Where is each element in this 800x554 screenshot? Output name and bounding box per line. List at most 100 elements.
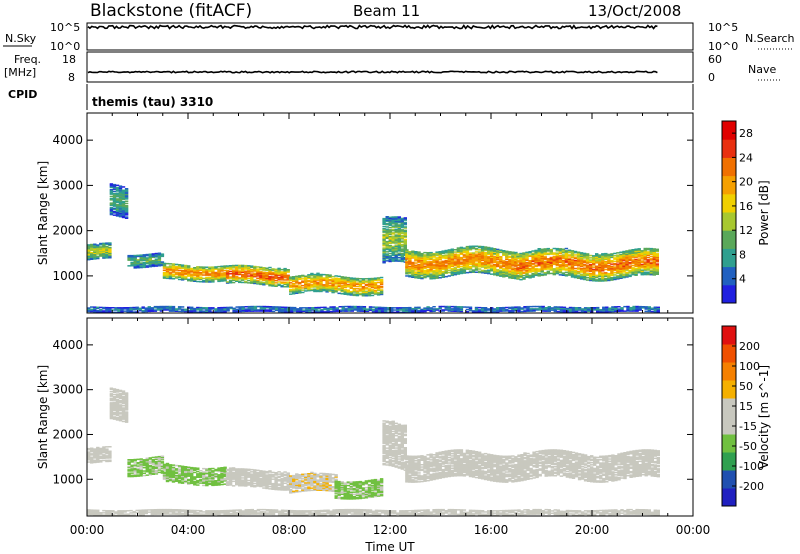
heatmap-cell [171,466,176,469]
heatmap-cell [115,212,120,215]
heatmap-cell [552,256,556,259]
heatmap-cell [268,279,272,281]
heatmap-cell [441,310,445,312]
heatmap-cell [480,311,485,313]
heatmap-cell [462,267,467,270]
heatmap-cell [564,256,569,259]
heatmap-cell [537,272,541,275]
heatmap-cell [601,273,605,275]
heatmap-cell [231,279,236,281]
heatmap-cell [187,482,191,484]
heatmap-cell [217,309,221,311]
heatmap-cell [441,264,445,266]
heatmap-cell [93,257,97,259]
heatmap-cell [577,307,582,309]
heatmap-cell [483,261,488,263]
heatmap-cell [118,208,123,210]
heatmap-cell [474,265,479,268]
heatmap-cell [177,475,182,477]
heatmap-cell [426,252,430,254]
heatmap-cell [610,255,614,257]
heatmap-cell [220,481,224,484]
heatmap-cell [320,306,324,309]
heatmap-cell [193,481,197,484]
heatmap-cell [115,189,120,191]
heatmap-cell [400,225,404,228]
heatmap-cell [329,310,333,313]
heatmap-cell [208,309,212,311]
heatmap-cell [403,243,407,245]
heatmap-cell [502,254,506,256]
heatmap-cell [400,257,404,259]
heatmap-cell [435,269,439,271]
heatmap-cell [508,274,512,277]
heatmap-cell [456,265,461,267]
heatmap-cell [400,246,404,248]
heatmap-cell [543,273,547,275]
heatmap-cell [558,267,563,269]
heatmap-cell [228,475,233,477]
heatmap-cell [121,190,126,193]
heatmap-cell [574,310,579,312]
heatmap-cell [499,274,503,276]
heatmap-cell [429,253,433,255]
heatmap-cell [322,273,326,276]
heatmap-cell [136,463,140,465]
heatmap-cell [483,263,488,265]
heatmap-cell [537,255,541,258]
heatmap-cell [96,460,100,462]
heatmap-cell [471,253,476,255]
heatmap-cell [403,239,407,242]
heatmap-cell [96,255,100,258]
heatmap-cell [576,251,581,253]
heatmap-cell [331,281,335,284]
heatmap-cell [385,243,389,245]
heatmap-cell [220,308,224,310]
heatmap-cell [604,272,608,274]
heatmap-cell [505,266,509,268]
heatmap-cell [435,260,439,262]
heatmap-cell [115,206,120,208]
heatmap-cell [394,258,398,260]
heatmap-cell [429,263,433,265]
heatmap-cell [519,255,523,257]
heatmap-cell [180,271,185,273]
heatmap-cell [325,278,329,281]
heatmap-cell [217,279,221,281]
heatmap-cell [508,271,512,273]
heatmap-cell [450,261,454,263]
heatmap-cell [414,269,418,271]
heatmap-cell [568,307,573,310]
heatmap-cell [99,246,103,248]
heatmap-cell [555,262,559,265]
heatmap-cell [316,274,320,277]
heatmap-cell [640,260,644,262]
heatmap-cell [456,250,461,253]
heatmap-cell [543,265,547,267]
heatmap-cell [93,307,97,310]
heatmap-cell [496,253,500,255]
heatmap-cell [628,256,632,258]
heatmap-cell [471,269,476,271]
heatmap-cell [450,310,454,312]
heatmap-cell [136,475,140,477]
heatmap-cell [631,270,635,272]
heatmap-cell [265,273,269,275]
heatmap-cell [156,307,161,309]
heatmap-cell [180,482,185,484]
heatmap-cell [231,475,236,477]
heatmap-cell [525,251,529,254]
heatmap-cell [601,267,605,270]
heatmap-cell [109,184,114,186]
heatmap-cell [617,309,621,311]
heatmap-cell [400,238,404,240]
heatmap-cell [576,263,581,266]
heatmap-cell [112,212,117,214]
heatmap-cell [326,308,330,311]
heatmap-cell [319,282,323,285]
heatmap-cell [611,307,615,309]
heatmap-cell [199,311,203,313]
heatmap-cell [154,472,159,474]
heatmap-cell [139,461,143,464]
heatmap-cell [382,217,386,220]
